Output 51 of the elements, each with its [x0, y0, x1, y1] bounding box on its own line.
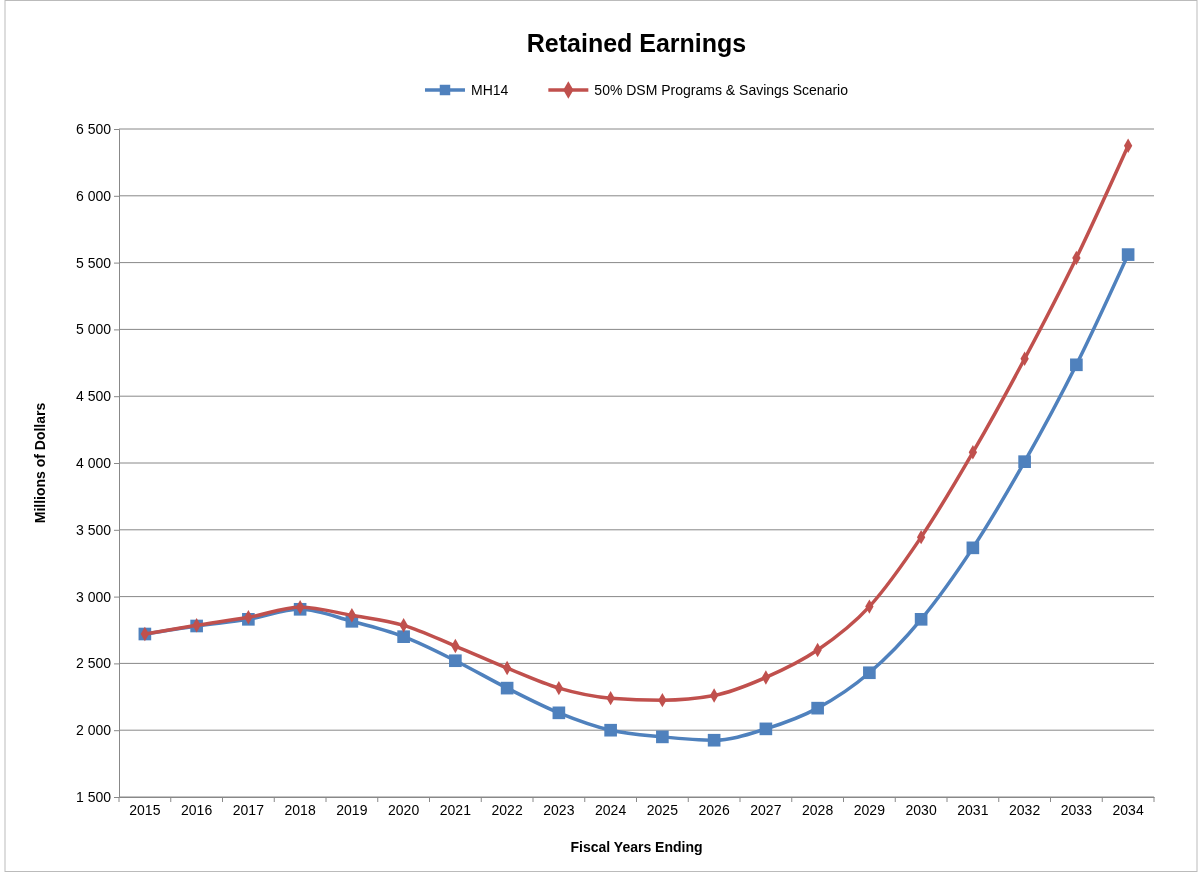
x-tick-label: 2025: [646, 802, 679, 819]
x-tick-label: 2030: [905, 802, 937, 819]
x-tick-label: 2029: [853, 802, 886, 819]
y-tick-label: 5 500: [75, 254, 112, 271]
point: [1070, 358, 1083, 372]
x-tick-label: 2033: [1060, 802, 1093, 819]
x-tick-label: 2031: [957, 802, 989, 819]
legend-label: 50% DSM Programs & Savings Scenario: [594, 82, 849, 98]
y-tick-label: 5 000: [75, 321, 112, 338]
x-tick-label: 2015: [129, 802, 161, 819]
point: [656, 730, 669, 744]
point: [759, 722, 773, 736]
x-tick-label: 2032: [1009, 802, 1041, 819]
point: [863, 666, 876, 680]
point: [707, 733, 721, 747]
y-axis-title: Millions of Dollars: [32, 402, 48, 524]
y-tick-label: 6 500: [75, 120, 112, 137]
x-tick-label: 2019: [336, 802, 368, 819]
point: [914, 612, 928, 626]
point: [500, 681, 514, 695]
x-tick-label: 2023: [543, 802, 575, 819]
x-tick-label: 2016: [181, 802, 213, 819]
x-tick-label: 2020: [388, 802, 420, 819]
x-tick-label: 2021: [439, 802, 472, 819]
x-tick-label: 2018: [284, 802, 316, 819]
y-tick-label: 3 500: [75, 521, 112, 538]
x-tick-label: 2022: [491, 802, 523, 819]
point: [604, 723, 617, 737]
point: [397, 630, 410, 643]
x-tick-label: 2017: [232, 802, 265, 819]
x-tick-label: 2028: [802, 802, 834, 819]
y-tick-label: 1 500: [75, 788, 112, 805]
point: [1121, 248, 1135, 261]
point: [449, 654, 462, 668]
legend-label: MH14: [470, 82, 509, 98]
point: [552, 706, 566, 720]
point: [966, 541, 980, 555]
y-tick-label: 3 000: [75, 588, 112, 605]
x-tick-label: 2027: [750, 802, 782, 819]
y-tick-label: 4 000: [75, 454, 112, 471]
point: [811, 701, 824, 715]
x-tick-label: 2024: [595, 802, 627, 819]
y-tick-label: 4 500: [75, 388, 112, 405]
y-tick-label: 6 000: [75, 187, 112, 204]
chart-title: Retained Earnings: [526, 29, 747, 57]
point: [1018, 455, 1031, 468]
x-tick-label: 2026: [698, 802, 730, 819]
x-tick-label: 2034: [1112, 802, 1144, 819]
y-tick-label: 2 500: [75, 655, 112, 672]
y-tick-label: 2 000: [75, 722, 112, 739]
x-axis-title: Fiscal Years Ending: [570, 839, 703, 855]
